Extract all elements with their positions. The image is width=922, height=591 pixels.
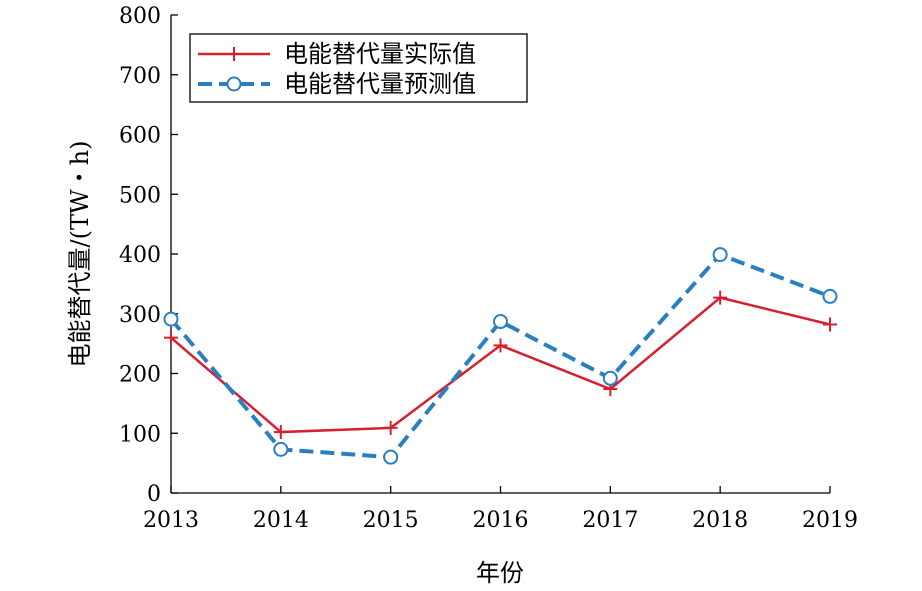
data-point <box>713 290 728 305</box>
data-point <box>822 288 838 304</box>
y-tick-label: 0 <box>147 482 161 507</box>
data-point <box>383 420 398 435</box>
x-tick-label: 2018 <box>692 508 748 533</box>
x-axis-ticks: 2013 2014 2015 2016 2017 2018 2019 <box>143 486 858 533</box>
x-tick-label: 2014 <box>253 508 309 533</box>
y-axis-ticks: 0 100 200 300 400 500 600 700 800 <box>119 4 178 507</box>
y-tick-label: 700 <box>119 64 161 89</box>
data-point <box>602 370 618 386</box>
x-axis-title: 年份 <box>476 559 524 587</box>
legend: 电能替代量实际值 电能替代量预测值 <box>189 33 528 103</box>
data-point <box>163 311 179 327</box>
series-layer <box>163 247 838 465</box>
data-point <box>273 441 289 457</box>
x-tick-label: 2015 <box>363 508 419 533</box>
legend-marker <box>226 76 242 92</box>
legend-marker-predicted <box>226 76 242 92</box>
y-tick-label: 800 <box>119 4 161 29</box>
legend-marker <box>227 47 241 61</box>
y-axis-title: 电能替代量/(TW・h) <box>66 141 94 368</box>
legend-label-actual: 电能替代量实际值 <box>284 40 476 68</box>
x-tick-label: 2019 <box>802 508 858 533</box>
data-point <box>493 314 508 330</box>
legend-label-predicted: 电能替代量预测值 <box>284 70 476 98</box>
y-tick-label: 300 <box>119 303 161 328</box>
x-tick-label: 2016 <box>473 508 529 533</box>
x-tick-label: 2017 <box>582 508 638 533</box>
y-tick-label: 400 <box>119 243 161 268</box>
y-tick-label: 200 <box>119 363 161 388</box>
y-tick-label: 100 <box>119 422 161 447</box>
y-tick-label: 600 <box>119 124 161 149</box>
legend-marker-actual <box>227 47 241 61</box>
data-point <box>383 449 399 465</box>
series-predicted <box>163 247 838 465</box>
data-point <box>823 317 837 332</box>
data-point <box>164 330 178 345</box>
x-tick-label: 2013 <box>143 508 199 533</box>
data-point <box>493 338 508 353</box>
data-point <box>712 247 728 263</box>
data-point <box>273 425 288 440</box>
series-line <box>169 252 831 460</box>
legend-box <box>189 33 528 103</box>
y-tick-label: 500 <box>119 183 161 208</box>
series-actual <box>164 290 837 440</box>
